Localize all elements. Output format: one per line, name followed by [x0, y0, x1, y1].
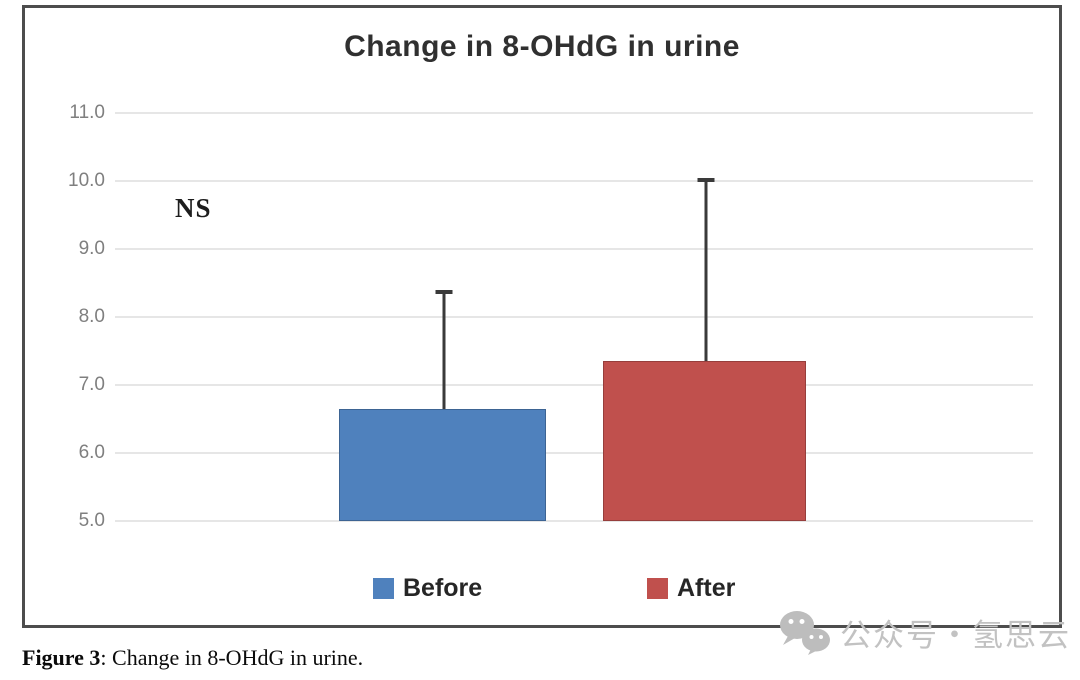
legend-label-before: Before: [403, 574, 483, 602]
y-axis-tick-label: 10.0: [68, 170, 105, 191]
figure-caption-label: Figure 3: [22, 645, 101, 670]
bar-before: [339, 408, 546, 521]
wechat-official-account-icon: [778, 608, 832, 656]
gridline: [115, 452, 1033, 454]
error-bar-before: [435, 289, 452, 409]
legend-item-after: After: [647, 574, 735, 603]
gridline: [115, 248, 1033, 250]
legend-swatch-before: [373, 578, 394, 599]
gridline: [115, 520, 1033, 522]
y-axis-tick-label: 8.0: [78, 306, 105, 327]
legend-item-before: Before: [373, 574, 482, 603]
error-bar-stem: [442, 289, 445, 409]
figure-3-chart-frame: Change in 8-OHdG in urine NS 11.0 10.0 9.0…: [22, 5, 1062, 628]
gridline: [115, 112, 1033, 114]
watermark-text: 公众号・氢思云: [840, 617, 1071, 653]
y-axis-tick-label: 7.0: [78, 374, 105, 395]
chart-title: Change in 8-OHdG in urine: [344, 30, 740, 63]
significance-annotation: NS: [175, 193, 212, 223]
bar-after: [603, 361, 806, 521]
legend: Before After: [25, 574, 1059, 604]
error-bar-stem: [704, 177, 707, 362]
error-bar-after: [697, 177, 714, 362]
y-axis-tick-label: 5.0: [78, 510, 105, 531]
legend-label-after: After: [677, 574, 736, 602]
plot-area: NS 11.0 10.0 9.0 8.0 7.0 6.0 5.0: [25, 8, 1059, 625]
y-axis-tick-label: 6.0: [78, 442, 105, 463]
figure-caption: Figure 3: Change in 8-OHdG in urine.: [22, 645, 363, 671]
figure-caption-text: : Change in 8-OHdG in urine.: [100, 645, 364, 670]
gridline: [115, 316, 1033, 318]
watermark: 公众号・氢思云: [778, 608, 1071, 656]
gridline: [115, 384, 1033, 386]
y-axis-tick-label: 9.0: [78, 238, 105, 259]
gridline: [115, 180, 1033, 182]
legend-swatch-after: [647, 578, 668, 599]
y-axis-tick-label: 11.0: [69, 102, 105, 123]
